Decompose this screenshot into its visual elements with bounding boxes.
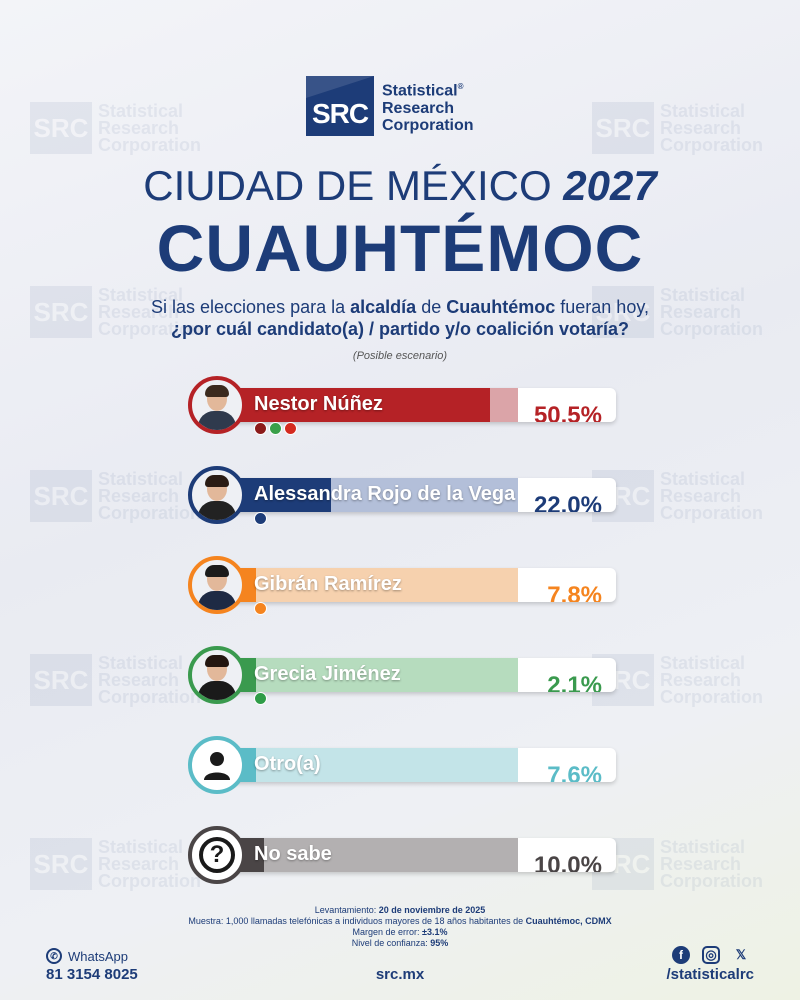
whatsapp-icon: ✆ [46,948,62,964]
category-label: Grecia Jiménez [254,663,401,685]
bar-value-label: 7.8% [547,582,602,602]
instagram-icon[interactable]: ◎ [702,946,720,964]
bar-row: 7.6% Otro(a) [188,736,618,794]
watermark: SRC Statistical Research Corporation [592,102,763,154]
bar-row: 50.5% Nestor Núñez [188,376,618,435]
bar-value-label: 2.1% [547,672,602,692]
bar-track: 7.8% [208,568,616,602]
phone-number[interactable]: 81 3154 8025 [46,966,138,983]
bar [208,388,490,422]
title-municipality: CUAUHTÉMOC [156,211,644,285]
bar-row: 10.0% No sabe? [188,826,618,884]
watermark: SRC Statistical Research Corporation [30,102,201,154]
watermark: SRC Statistical Research Corporation [592,838,763,890]
bar-value-label: 7.6% [547,762,602,782]
pan-icon [254,512,267,525]
brand-name: Statistical® Research Corporation [382,82,474,134]
morena-icon [254,422,267,435]
category-label: Alessandra Rojo de la Vega [254,483,516,505]
bar-value-label: 10.0% [533,852,602,872]
person-silhouette-icon [188,736,246,794]
methodology-info: Levantamiento: 20 de noviembre de 2025 M… [188,905,612,948]
x-icon[interactable]: 𝕏 [735,947,747,962]
pt-icon [284,422,297,435]
facebook-icon[interactable]: f [672,946,690,964]
brand-logo: SRC Statistical® Research Corporation [306,76,474,136]
mc-icon [254,602,267,615]
title-city: CIUDAD DE MÉXICO 2027 [143,162,657,209]
party-logos [254,602,267,615]
party-logos [254,512,267,525]
survey-question: Si las elecciones para la alcaldía de Cu… [151,297,649,339]
bar-background [208,748,518,782]
candidate-photo-icon [188,556,246,614]
question-mark-icon: ? [188,826,246,884]
watermark: SRC Statistical Research Corporation [592,286,763,338]
watermark: SRC Statistical Research Corporation [30,470,201,522]
category-label: Gibrán Ramírez [254,573,402,595]
party-logos [254,692,267,705]
watermark: SRC Statistical Research Corporation [30,654,201,706]
watermark: SRC Statistical Research Corporation [30,286,201,338]
whatsapp-contact[interactable]: ✆ WhatsApp [46,948,128,964]
pri-icon [254,692,267,705]
social-handle[interactable]: /statisticalrc [666,966,754,983]
website-link[interactable]: src.mx [375,966,425,983]
social-icons: f ◎ 𝕏 [672,946,750,964]
bar-background [208,568,518,602]
watermark: SRC Statistical Research Corporation [592,470,763,522]
category-label: Otro(a) [254,753,321,775]
bar-row: 7.8% Gibrán Ramírez [188,556,618,615]
bar-row: 2.1% Grecia Jiménez [188,646,618,705]
bar-row: 22.0% Alessandra Rojo de la Vega [188,466,618,525]
watermark: SRC Statistical Research Corporation [30,838,201,890]
src-logo-icon: SRC [306,76,374,136]
candidate-photo-icon [188,376,246,434]
pvem-icon [269,422,282,435]
candidate-photo-icon [188,466,246,524]
category-label: No sabe [254,843,332,865]
bar-background [208,658,518,692]
candidate-photo-icon [188,646,246,704]
bar-track: 7.6% [208,748,616,782]
scenario-note: (Posible escenario) [352,350,448,362]
bar-track: 50.5% [208,388,616,422]
bar-value-label: 22.0% [533,492,602,512]
party-logos [254,422,297,435]
bar-value-label: 50.5% [533,402,602,422]
category-label: Nestor Núñez [254,393,383,415]
